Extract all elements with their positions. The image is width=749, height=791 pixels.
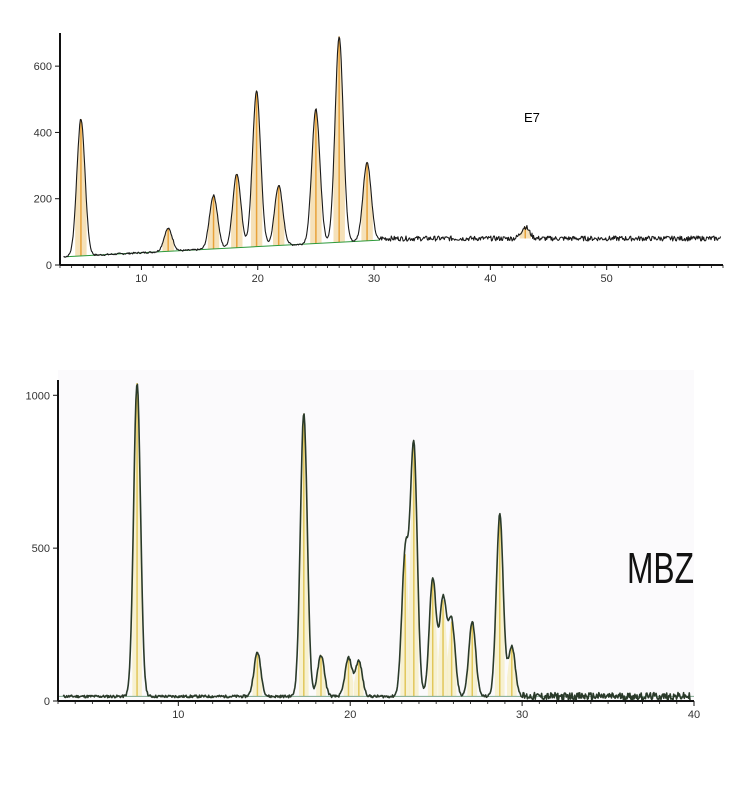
x-tick-label-mbz-20: 20 <box>344 709 356 721</box>
axes-e7: 10 20 30 40 50 0 200 400 600 <box>34 33 724 285</box>
y-tick-label-mbz-500: 500 <box>32 543 50 555</box>
x-tick-label-e7-50: 50 <box>601 273 613 285</box>
y-tick-label-e7-200: 200 <box>34 194 52 206</box>
axes-mbz: 10 20 30 40 0 500 1000 <box>26 380 700 721</box>
x-tick-label-e7-20: 20 <box>252 273 264 285</box>
chart-annotation-mbz: MBZ <box>627 544 694 593</box>
plot-background-mbz <box>58 370 694 703</box>
y-tick-label-mbz-0: 0 <box>44 696 50 708</box>
trace-e7 <box>63 36 722 258</box>
x-tick-label-e7-40: 40 <box>484 273 496 285</box>
y-tick-label-mbz-1000: 1000 <box>26 390 50 402</box>
y-tick-label-e7-0: 0 <box>46 260 52 272</box>
baseline-e7 <box>65 239 380 258</box>
series-line-e7 <box>63 36 722 258</box>
x-tick-label-mbz-40: 40 <box>688 709 700 721</box>
chart-e7: 10 20 30 40 50 0 200 400 600 E7 <box>34 33 724 285</box>
y-tick-label-e7-400: 400 <box>34 127 52 139</box>
series-line-mbz <box>62 383 691 702</box>
baseline-line-e7 <box>65 239 380 258</box>
trace-mbz <box>62 383 691 702</box>
y-tick-label-e7-600: 600 <box>34 61 52 73</box>
chart-mbz: 10 20 30 40 0 500 1000 MBZ <box>26 370 700 721</box>
peak-markers-e7 <box>75 36 531 257</box>
chart-annotation-e7: E7 <box>524 110 540 125</box>
x-tick-label-mbz-30: 30 <box>516 709 528 721</box>
x-tick-label-e7-30: 30 <box>368 273 380 285</box>
x-tick-label-e7-10: 10 <box>135 273 147 285</box>
x-tick-label-mbz-10: 10 <box>172 709 184 721</box>
